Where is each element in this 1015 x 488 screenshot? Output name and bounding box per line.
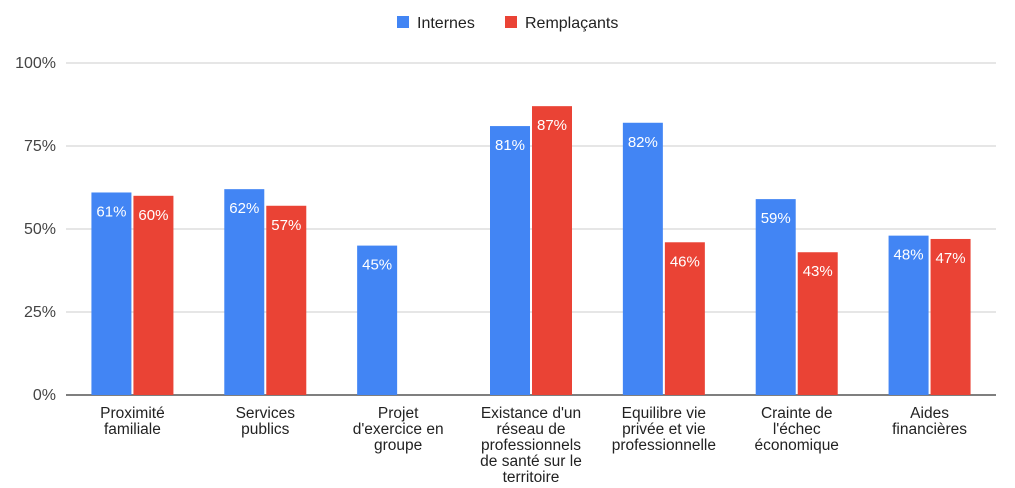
y-axis-ticks: 0% 25% 50% 75% 100%	[15, 55, 56, 404]
gridlines	[66, 62, 996, 396]
x-category-label-line: financières	[892, 421, 967, 438]
data-label: 57%	[271, 217, 301, 234]
x-category-label-line: Equilibre vie	[622, 405, 706, 422]
data-label: 62%	[229, 200, 259, 217]
x-category-label: Projet d'exercice en groupe	[353, 405, 444, 454]
data-label: 60%	[138, 207, 168, 224]
y-tick-label: 50%	[24, 221, 56, 238]
legend-swatch	[397, 16, 409, 28]
y-tick-label: 75%	[24, 138, 56, 155]
data-label: 46%	[670, 253, 700, 270]
y-tick-label: 0%	[33, 387, 56, 404]
data-label: 81%	[495, 137, 525, 154]
data-label: 47%	[936, 250, 966, 267]
y-tick-label: 25%	[24, 304, 56, 321]
x-category-label-line: Projet	[378, 405, 419, 422]
data-label: 48%	[894, 247, 924, 264]
x-category-label-line: Proximité	[100, 405, 165, 422]
x-category-label-line: Crainte de	[761, 405, 833, 422]
bar-rempla-ants-4	[664, 242, 705, 395]
legend-label: Internes	[417, 15, 475, 32]
bar-internes-0	[91, 192, 132, 395]
x-category-label-line: réseau de	[497, 421, 566, 438]
legend-label: Remplaçants	[525, 15, 618, 32]
x-category-label-line: l'échec	[773, 421, 821, 438]
x-category-label: Proximité familiale	[100, 405, 165, 438]
bar-internes-2	[357, 245, 398, 395]
legend: Internes Remplaçants	[397, 15, 618, 32]
x-category-label-line: économique	[754, 437, 838, 454]
data-label: 82%	[628, 134, 658, 151]
x-category-label: Crainte de l'échec économique	[754, 405, 838, 454]
bar-internes-1	[224, 189, 265, 395]
x-category-label-line: professionnels	[481, 437, 581, 454]
x-category-label: Aides financières	[892, 405, 967, 438]
x-category-label-line: Services	[236, 405, 296, 422]
bar-rempla-ants-6	[930, 238, 971, 395]
data-label: 87%	[537, 117, 567, 134]
bar-internes-6	[888, 235, 929, 395]
x-category-label-line: territoire	[503, 469, 560, 486]
x-category-label-line: privée et vie	[622, 421, 706, 438]
x-category-label-line: familiale	[104, 421, 161, 438]
bar-rempla-ants-5	[797, 252, 838, 395]
x-category-label-line: de santé sur le	[480, 453, 582, 470]
x-category-label-line: Existance d'un	[481, 405, 581, 422]
data-labels: 61% 62% 45% 81% 82% 59% 48% 60% 57% 87% 46% 43% 47%	[96, 117, 965, 280]
x-category-label-line: publics	[241, 421, 289, 438]
x-category-label-line: Aides	[910, 405, 949, 422]
x-category-label-line: d'exercice en	[353, 421, 444, 438]
data-label: 61%	[96, 203, 126, 220]
bar-internes-3	[490, 126, 530, 395]
x-category-label: Equilibre vie privée et vie professionnell…	[612, 405, 716, 454]
bar-rempla-ants-1	[266, 205, 307, 395]
y-tick-label: 100%	[15, 55, 56, 72]
bar-internes-4	[622, 122, 663, 395]
bar-internes-5	[755, 199, 796, 395]
bar-rempla-ants-0	[133, 195, 174, 395]
x-category-label: Services publics	[236, 405, 296, 438]
legend-swatch	[505, 16, 517, 28]
x-category-label: Existance d'un réseau de professionnels de …	[480, 405, 582, 486]
x-category-label-line: groupe	[374, 437, 422, 454]
data-label: 43%	[803, 263, 833, 280]
bar-rempla-ants-3	[532, 106, 572, 395]
bars	[91, 106, 971, 395]
x-category-label-line: professionnelle	[612, 437, 716, 454]
data-label: 59%	[761, 210, 791, 227]
data-label: 45%	[362, 257, 392, 274]
